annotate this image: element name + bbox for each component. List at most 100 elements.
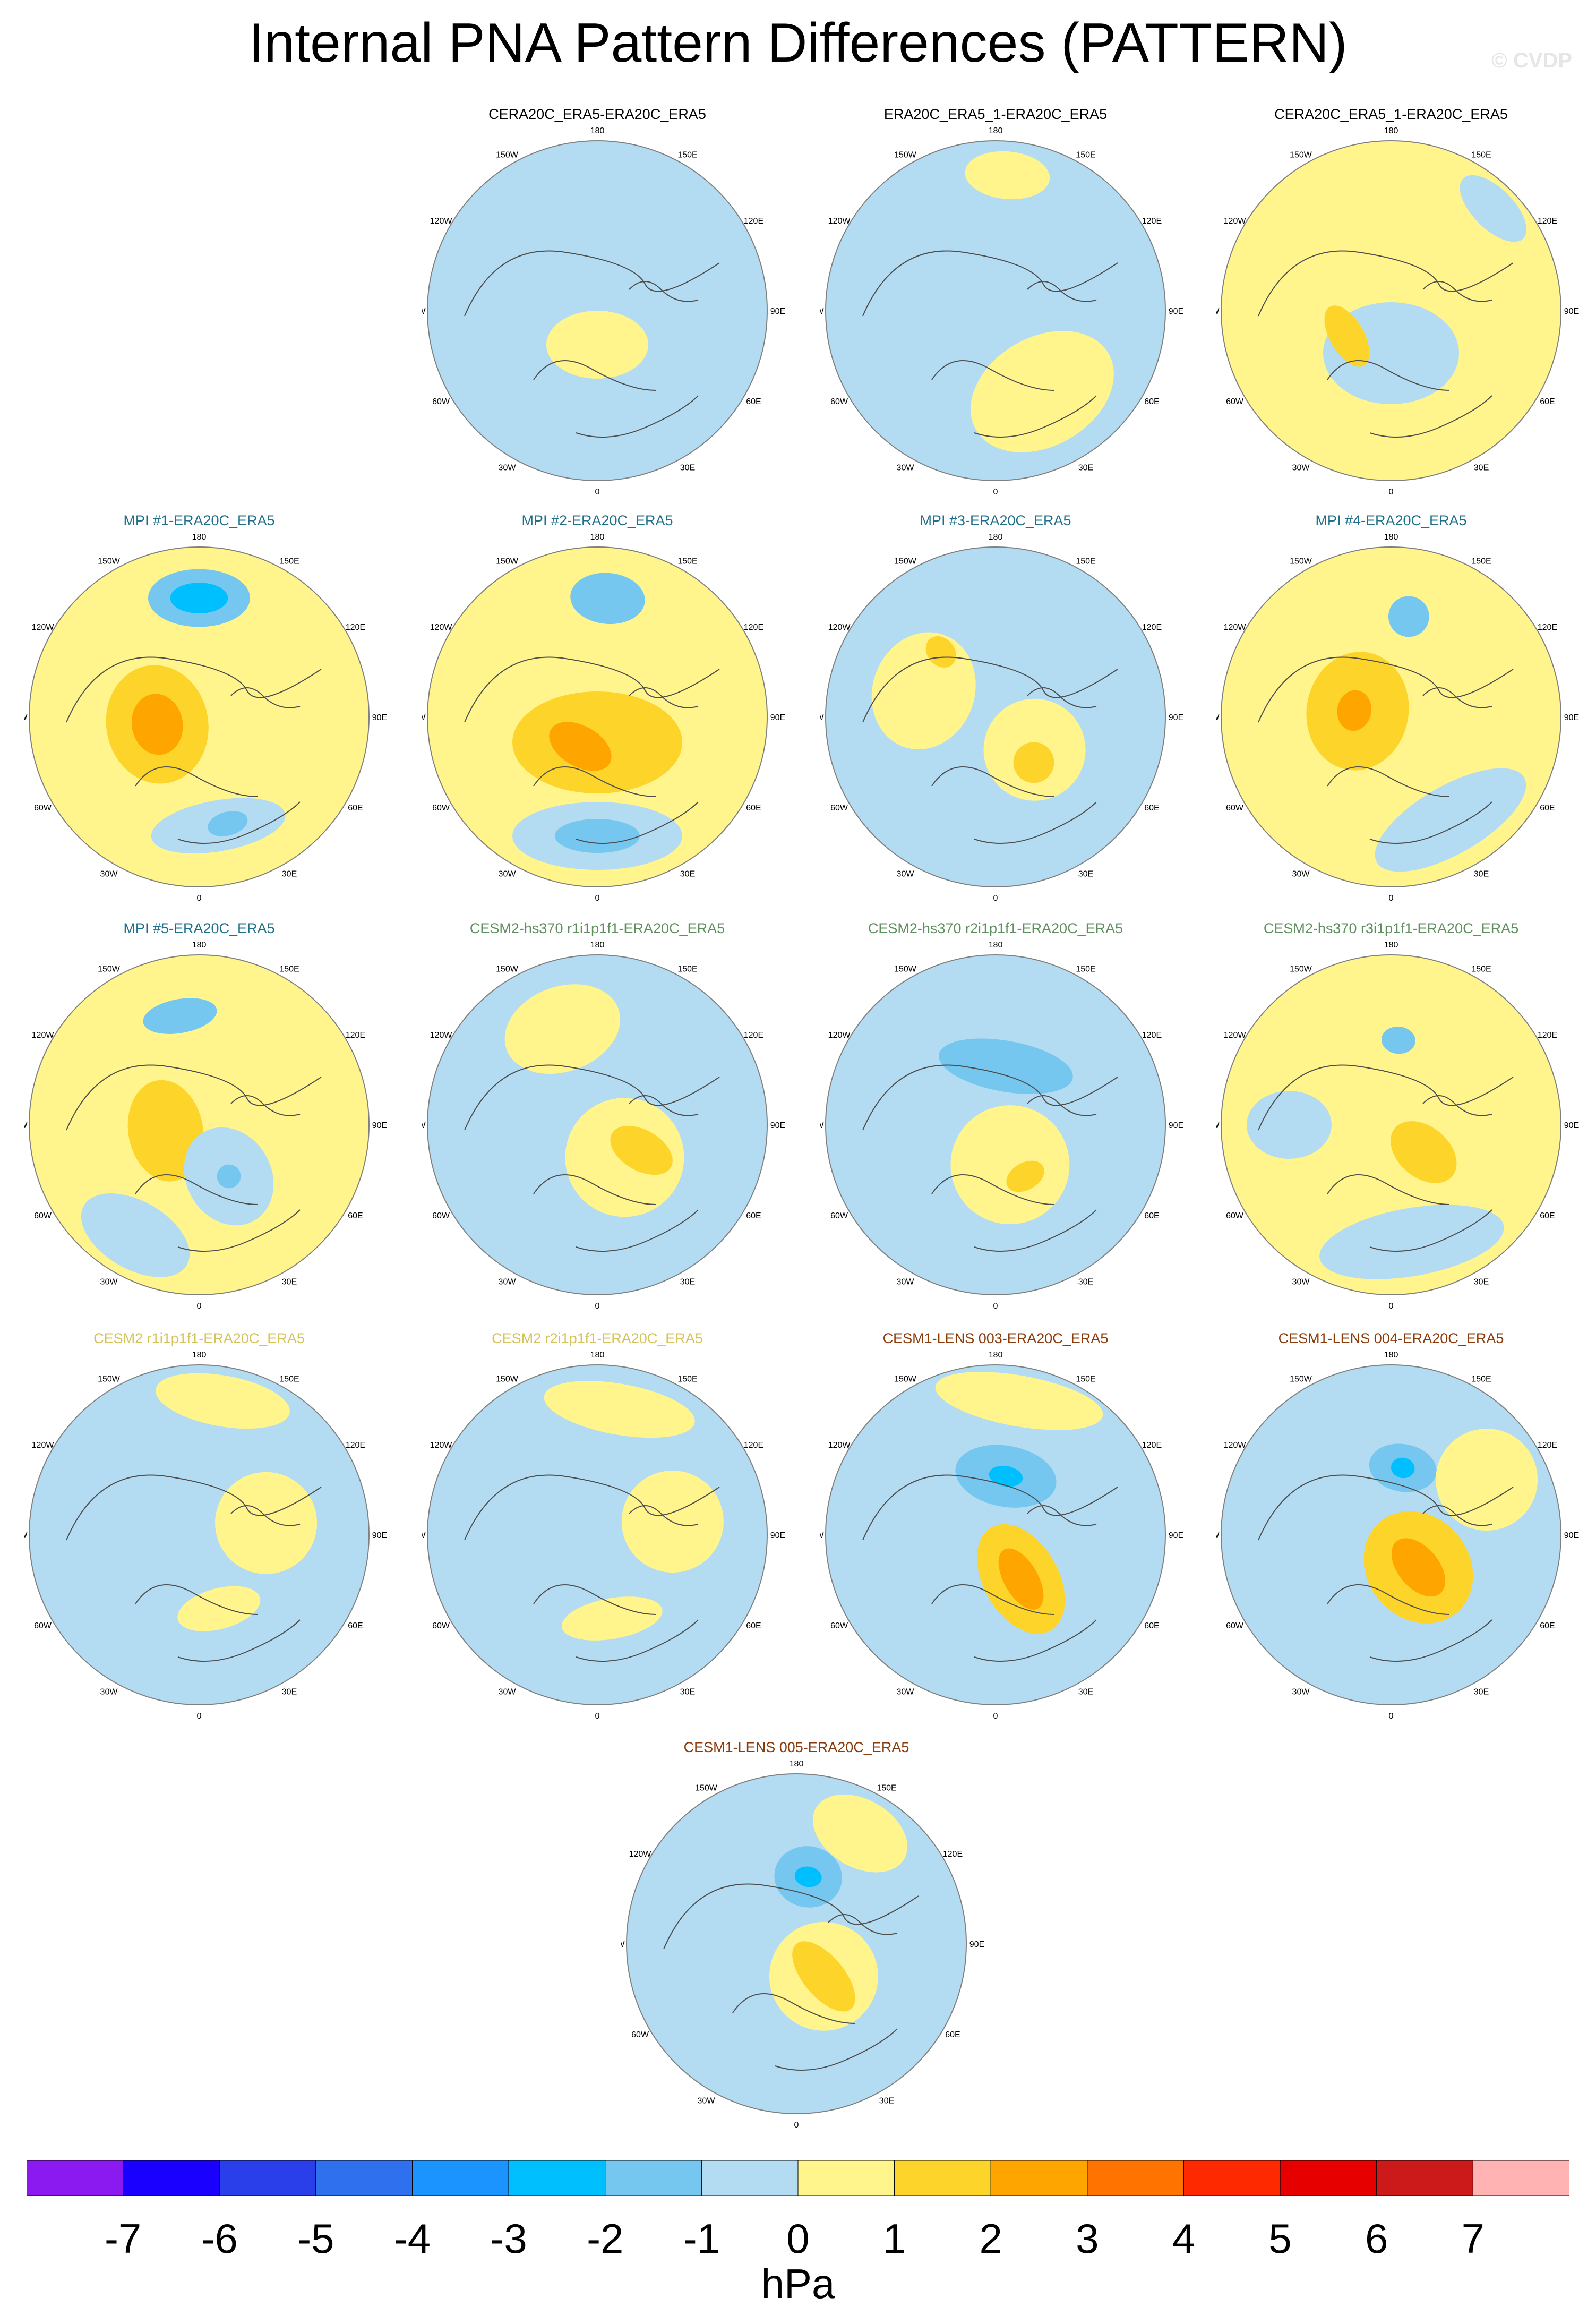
map-outline <box>427 546 768 887</box>
longitude-label: 90W <box>820 307 824 316</box>
longitude-label: 30E <box>282 1277 297 1286</box>
anomaly-region <box>127 1080 204 1182</box>
colorbar-tick-label: 5 <box>1268 2215 1292 2262</box>
map-outline <box>427 140 768 481</box>
anomaly-region <box>1247 1091 1332 1159</box>
longitude-label: 60W <box>34 804 52 813</box>
anomaly-region <box>1381 1026 1415 1054</box>
polar-map: 180 150E 120E 90E 60E 30E 0 30W 60W 90W 120W 150W <box>820 533 1183 903</box>
longitude-label: 0 <box>993 1302 998 1311</box>
map-outline <box>29 954 370 1295</box>
longitude-label: 90W <box>422 307 426 316</box>
base-field <box>427 1365 767 1705</box>
coastline <box>464 1064 720 1252</box>
longitude-label: 30W <box>100 869 118 878</box>
map-panel: CESM1-LENS 003-ERA20C_ERA5 180 150E 120E 90E… <box>820 1330 1219 1734</box>
colorbar-box <box>219 2160 316 2196</box>
longitude-label: 60E <box>348 804 363 813</box>
polar-map: 180 150E 120E 90E 60E 30E 0 30W 60W 90W 120W 150W <box>422 126 785 497</box>
longitude-label: 120E <box>346 1441 365 1450</box>
longitude-label: 0 <box>197 1712 202 1721</box>
longitude-label: 30E <box>680 1687 695 1696</box>
longitude-label: 120W <box>1224 1031 1247 1040</box>
longitude-label: 120W <box>430 623 453 632</box>
longitude-label: 150W <box>1290 965 1312 974</box>
map-outline <box>29 1364 370 1705</box>
longitude-label: 60W <box>34 1621 52 1630</box>
panel-title: CERA20C_ERA5_1-ERA20C_ERA5 <box>1274 106 1508 122</box>
longitude-label: 0 <box>595 1712 600 1721</box>
longitude-label: 60W <box>1226 1211 1244 1220</box>
map-panel: MPI #5-ERA20C_ERA5 180 150E 120E 90E 60E 30E 0 3… <box>24 920 422 1324</box>
polar-map: 180 150E 120E 90E 60E 30E 0 30W 60W 90W 120W 150W <box>820 1351 1183 1721</box>
anomaly-region <box>81 1193 190 1277</box>
map-outline <box>825 1364 1166 1705</box>
longitude-label: 90E <box>969 1940 984 1949</box>
longitude-label: 30E <box>680 1277 695 1286</box>
longitude-label: 0 <box>595 1302 600 1311</box>
longitude-label: 150E <box>1471 965 1491 974</box>
anomaly-region <box>1391 1457 1415 1479</box>
map-panel: CERA20C_ERA5_1-ERA20C_ERA5 180 150E 120E 90E… <box>1216 106 1596 510</box>
longitude-label: 90E <box>1564 1121 1579 1130</box>
longitude-label: 90E <box>1169 713 1183 722</box>
anomaly-region <box>1006 1160 1044 1192</box>
longitude-label: 0 <box>1389 488 1394 497</box>
longitude-label: 60W <box>830 397 848 406</box>
longitude-label: 150W <box>894 557 917 566</box>
anomaly-region <box>215 1472 318 1574</box>
map-panel: CERA20C_ERA5-ERA20C_ERA5 180 150E 120E 90E 60… <box>422 106 820 510</box>
longitude-label: 150W <box>98 1375 121 1384</box>
colorbar-box <box>27 2160 124 2196</box>
longitude-label: 120E <box>1538 623 1557 632</box>
longitude-label: 90W <box>1216 1121 1220 1130</box>
longitude-label: 60E <box>746 1621 761 1630</box>
polar-map: 180 150E 120E 90E 60E 30E 0 30W 60W 90W 120W 150W <box>24 533 387 903</box>
panel-title: CESM1-LENS 005-ERA20C_ERA5 <box>683 1739 909 1755</box>
anomaly-region <box>1013 742 1054 783</box>
longitude-label: 90E <box>1169 1531 1183 1540</box>
longitude-label: 150W <box>894 1375 917 1384</box>
longitude-label: 150W <box>894 965 917 974</box>
longitude-label: 120E <box>744 623 763 632</box>
longitude-label: 0 <box>993 1712 998 1721</box>
longitude-label: 120W <box>430 1031 453 1040</box>
colorbar-box <box>123 2160 220 2196</box>
coastline <box>66 656 322 844</box>
longitude-label: 120W <box>1224 623 1247 632</box>
longitude-label: 90W <box>621 1940 625 1949</box>
polar-map: 180 150E 120E 90E 60E 30E 0 30W 60W 90W 120W 150W <box>820 126 1183 497</box>
map-outline <box>427 954 768 1295</box>
coastline <box>1258 1474 1514 1662</box>
longitude-label: 60W <box>432 1211 450 1220</box>
longitude-label: 60E <box>1144 1211 1159 1220</box>
longitude-label: 90W <box>1216 713 1220 722</box>
colorbar-box <box>508 2160 606 2196</box>
longitude-label: 90E <box>372 713 387 722</box>
anomaly-region <box>562 1596 663 1641</box>
longitude-label: 60W <box>631 2030 649 2039</box>
longitude-label: 90W <box>820 1121 824 1130</box>
longitude-label: 120W <box>1224 1441 1247 1450</box>
longitude-label: 120E <box>1142 1031 1162 1040</box>
longitude-label: 180 <box>192 941 207 950</box>
longitude-label: 120W <box>629 1850 652 1859</box>
anomaly-region <box>549 722 612 771</box>
longitude-label: 60W <box>1226 1621 1244 1630</box>
longitude-label: 150E <box>877 1784 896 1793</box>
map-outline <box>626 1773 967 2114</box>
longitude-label: 120W <box>828 217 851 226</box>
longitude-label: 90E <box>770 1531 785 1540</box>
cvdp-watermark: © CVDP <box>1491 49 1572 72</box>
longitude-label: 150E <box>677 1375 697 1384</box>
longitude-label: 90E <box>1169 307 1183 316</box>
map-panel: CESM1-LENS 004-ERA20C_ERA5 180 150E 120E 90E… <box>1216 1330 1596 1734</box>
longitude-label: 30E <box>680 463 695 472</box>
anomaly-region <box>1319 1205 1504 1279</box>
longitude-label: 60W <box>1226 397 1244 406</box>
map-panel: MPI #1-ERA20C_ERA5 180 150E 120E 90E 60E 30E 0 3… <box>24 512 422 916</box>
colorbar-tick-label: -5 <box>297 2215 334 2262</box>
longitude-label: 30E <box>1078 463 1093 472</box>
longitude-label: 30W <box>897 1687 915 1696</box>
longitude-label: 60W <box>830 804 848 813</box>
